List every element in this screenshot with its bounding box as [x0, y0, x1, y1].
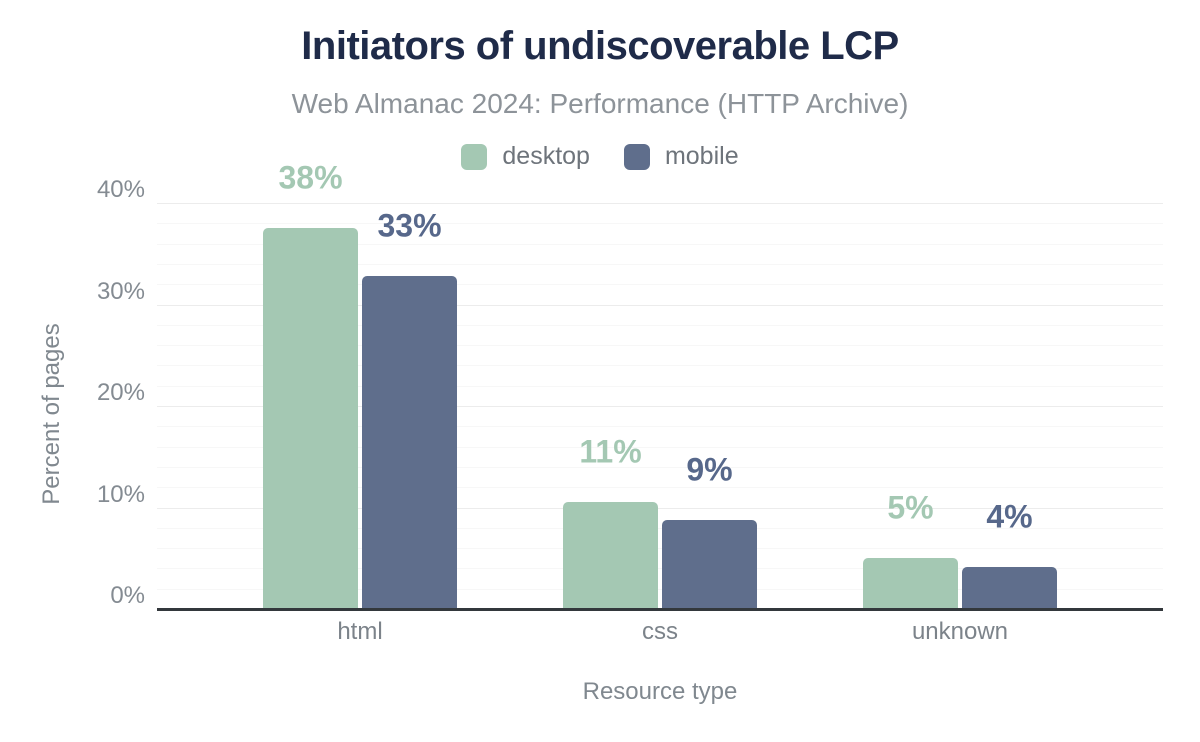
minor-gridline-12 — [157, 487, 1163, 489]
minor-gridline-6 — [157, 548, 1163, 550]
desktop-legend-swatch — [461, 143, 488, 170]
x-axis-title: Resource type — [582, 678, 738, 705]
legend-item-desktop[interactable]: desktop — [461, 142, 590, 171]
y-tick-0%: 0% — [110, 582, 145, 609]
bar-mobile-html[interactable] — [362, 276, 457, 610]
bar-desktop-unknown[interactable] — [863, 558, 958, 610]
value-label-mobile-unknown: 4% — [986, 498, 1033, 535]
minor-gridline-32 — [157, 284, 1163, 286]
minor-gridline-26 — [157, 345, 1163, 347]
value-label-desktop-unknown: 5% — [887, 489, 934, 526]
major-gridline-10 — [157, 507, 1163, 509]
y-tick-20%: 20% — [96, 379, 145, 406]
chart-title: Initiators of undiscoverable LCP — [301, 24, 899, 68]
minor-gridline-8 — [157, 527, 1163, 529]
bar-mobile-css[interactable] — [662, 519, 757, 610]
minor-gridline-2 — [157, 588, 1163, 590]
minor-gridline-28 — [157, 324, 1163, 326]
minor-gridline-4 — [157, 568, 1163, 570]
legend: desktop mobile — [0, 142, 1200, 171]
mobile-legend-label: mobile — [664, 142, 739, 170]
major-gridline-30 — [157, 304, 1163, 306]
plot-area: 0% 10% 20% 30% 40% 38% 33% 11% 9% 5% 4% html css un… — [97, 160, 1163, 645]
minor-gridline-38 — [157, 223, 1163, 225]
bar-desktop-css[interactable] — [563, 502, 658, 610]
y-tick-40%: 40% — [96, 176, 145, 203]
minor-gridline-34 — [157, 263, 1163, 265]
y-tick-30%: 30% — [96, 277, 145, 305]
value-label-mobile-css: 9% — [686, 451, 733, 488]
value-label-mobile-html: 33% — [377, 207, 442, 244]
value-label-desktop-css: 11% — [579, 433, 642, 470]
y-tick-10%: 10% — [96, 480, 145, 508]
x-category-label-html: html — [337, 618, 383, 645]
bar-desktop-html[interactable] — [263, 228, 358, 610]
bar-mobile-unknown[interactable] — [962, 567, 1057, 610]
minor-gridline-14 — [157, 466, 1163, 468]
minor-gridline-16 — [157, 446, 1163, 448]
x-axis-line — [157, 608, 1163, 611]
minor-gridline-18 — [157, 426, 1163, 428]
minor-gridline-24 — [157, 365, 1163, 367]
major-gridline-40 — [157, 203, 1163, 204]
value-label-desktop-html: 38% — [278, 159, 343, 196]
mobile-legend-swatch — [623, 143, 650, 170]
chart-subtitle: Web Almanac 2024: Performance (HTTP Arch… — [291, 88, 909, 119]
y-axis-title: Percent of pages — [38, 323, 65, 505]
x-category-label-unknown: unknown — [911, 618, 1009, 645]
desktop-legend-label: desktop — [502, 142, 590, 170]
minor-gridline-22 — [157, 385, 1163, 387]
minor-gridline-36 — [157, 243, 1163, 245]
major-gridline-20 — [157, 406, 1163, 407]
legend-item-mobile[interactable]: mobile — [623, 142, 739, 171]
x-category-label-css: css — [642, 618, 678, 645]
